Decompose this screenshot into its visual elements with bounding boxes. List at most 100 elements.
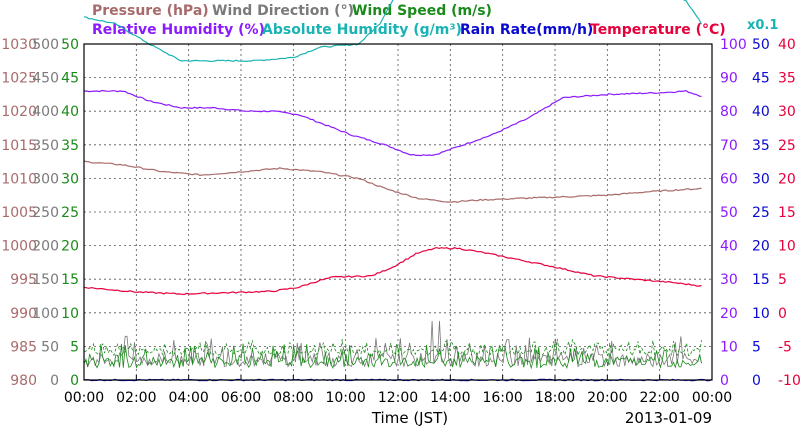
y-tick-label-wind-direction: 450 (32, 71, 59, 87)
x-tick-label: 02:00 (116, 390, 156, 406)
y-tick-label-rain-rate: 10 (752, 306, 770, 322)
y-tick-label-relative-humidity: 30 (720, 272, 738, 288)
legend-temperature: Temperature (°C) (590, 22, 726, 38)
y-tick-label-relative-humidity: 50 (720, 205, 738, 221)
y-tick-label-wind-speed: 45 (61, 71, 79, 87)
x-axis-label: Time (JST) (371, 409, 448, 427)
legend-wind-direction: Wind Direction (°) (212, 3, 354, 19)
y-tick-label-wind-direction: 50 (41, 339, 59, 355)
x-axis: 00:00 02:00 04:00 06:00 08:00 10:00 12:00 14:00… (64, 375, 732, 406)
y-tick-label-rain-rate: 50 (752, 37, 770, 53)
series-wind-speed-m-s (83, 338, 702, 357)
y-tick-label-relative-humidity: 40 (720, 239, 738, 255)
y-tick-label-pressure: 1000 (1, 239, 37, 255)
y-tick-label-wind-speed: 5 (70, 339, 79, 355)
series-relative-humidity (83, 89, 702, 157)
y-tick-label-wind-speed: 15 (61, 272, 79, 288)
y-tick-label-temperature: -10 (778, 373, 800, 389)
series-absolute-humidity-g-m (83, 0, 703, 63)
x-tick-label: 08:00 (273, 390, 313, 406)
y-tick-label-relative-humidity: 90 (720, 71, 738, 87)
y-tick-label-wind-speed: 35 (61, 138, 79, 154)
y-tick-label-pressure: 995 (10, 272, 37, 288)
y-tick-label-temperature: 40 (778, 37, 796, 53)
y-tick-label-pressure: 1030 (1, 37, 37, 53)
y-tick-label-wind-speed: 40 (61, 104, 79, 120)
plot-frame (83, 43, 713, 381)
y-tick-label-wind-direction: 200 (32, 239, 59, 255)
y-axes: 1030102510201015101010051000995990985980… (1, 37, 800, 389)
y-tick-label-pressure: 1010 (1, 171, 37, 187)
y-tick-label-temperature: 10 (778, 239, 796, 255)
y-tick-label-wind-speed: 20 (61, 239, 79, 255)
legend-wind-speed: Wind Speed (m/s) (352, 3, 492, 19)
y-tick-label-temperature: 25 (778, 138, 796, 154)
series-wind-speed-m-s (83, 343, 702, 370)
y-tick-label-rain-rate: 45 (752, 71, 770, 87)
y-tick-label-wind-speed: 50 (61, 37, 79, 53)
wind-series (83, 320, 702, 370)
y-tick-label-wind-direction: 300 (32, 171, 59, 187)
y-tick-label-wind-direction: 250 (32, 205, 59, 221)
y-tick-label-relative-humidity: 60 (720, 171, 738, 187)
x-tick-label: 20:00 (587, 390, 627, 406)
y-tick-label-temperature: 30 (778, 104, 796, 120)
x-tick-label: 16:00 (482, 390, 522, 406)
y-tick-label-rain-rate: 40 (752, 104, 770, 120)
y-tick-label-temperature: 15 (778, 205, 796, 221)
y-tick-label-relative-humidity: 100 (720, 37, 747, 53)
y-tick-label-pressure: 990 (10, 306, 37, 322)
y-tick-label-relative-humidity: 10 (720, 339, 738, 355)
y-tick-label-rain-rate: 5 (752, 339, 761, 355)
grid-lines (84, 44, 712, 380)
y-tick-label-wind-speed: 30 (61, 171, 79, 187)
x-tick-label: 06:00 (221, 390, 261, 406)
y-tick-label-wind-direction: 500 (32, 37, 59, 53)
y-tick-label-relative-humidity: 80 (720, 104, 738, 120)
y-tick-label-temperature: 20 (778, 171, 796, 187)
y-tick-label-wind-direction: 100 (32, 306, 59, 322)
y-tick-label-rain-rate: 20 (752, 239, 770, 255)
series-wind-direction (83, 320, 702, 368)
y-tick-label-relative-humidity: 70 (720, 138, 738, 154)
y-tick-label-pressure: 985 (10, 339, 37, 355)
x-tick-label: 00:00 (64, 390, 104, 406)
legend-pressure: Pressure (hPa) (92, 3, 209, 19)
y-tick-label-pressure: 1005 (1, 205, 37, 221)
y-tick-label-wind-speed: 25 (61, 205, 79, 221)
x-tick-label: 18:00 (535, 390, 575, 406)
y-tick-label-rain-rate: 30 (752, 171, 770, 187)
scale-note: x0.1 (747, 18, 778, 33)
y-tick-label-pressure: 1020 (1, 104, 37, 120)
legend-absolute-humidity: Absolute Humidity (g/m³) (262, 22, 462, 38)
y-tick-label-pressure: 980 (10, 373, 37, 389)
x-tick-label: 14:00 (430, 390, 470, 406)
y-tick-label-rain-rate: 0 (752, 373, 761, 389)
y-tick-label-temperature: 0 (778, 306, 787, 322)
x-tick-label: 04:00 (168, 390, 208, 406)
y-tick-label-relative-humidity: 0 (720, 373, 729, 389)
y-tick-label-wind-speed: 10 (61, 306, 79, 322)
y-tick-label-relative-humidity: 20 (720, 306, 738, 322)
y-tick-label-pressure: 1015 (1, 138, 37, 154)
series-pressure-hpa (83, 160, 702, 203)
legend-rain-rate: Rain Rate(mm/h) (460, 22, 593, 38)
y-tick-label-wind-speed: 0 (70, 373, 79, 389)
x-tick-label: 00:00 (692, 390, 732, 406)
y-tick-label-wind-direction: 350 (32, 138, 59, 154)
y-tick-label-pressure: 1025 (1, 71, 37, 87)
y-tick-label-temperature: 35 (778, 71, 796, 87)
series-temperature-c (83, 246, 702, 296)
y-tick-label-rain-rate: 35 (752, 138, 770, 154)
x-tick-label: 22:00 (639, 390, 679, 406)
x-tick-label: 12:00 (378, 390, 418, 406)
y-tick-label-rain-rate: 15 (752, 272, 770, 288)
y-tick-label-wind-direction: 150 (32, 272, 59, 288)
x-tick-label: 10:00 (325, 390, 365, 406)
y-tick-label-wind-direction: 400 (32, 104, 59, 120)
legend-relative-humidity: Relative Humidity (%) (92, 22, 265, 38)
y-tick-label-wind-direction: 0 (50, 373, 59, 389)
y-tick-label-temperature: -5 (778, 339, 792, 355)
y-tick-label-temperature: 5 (778, 272, 787, 288)
